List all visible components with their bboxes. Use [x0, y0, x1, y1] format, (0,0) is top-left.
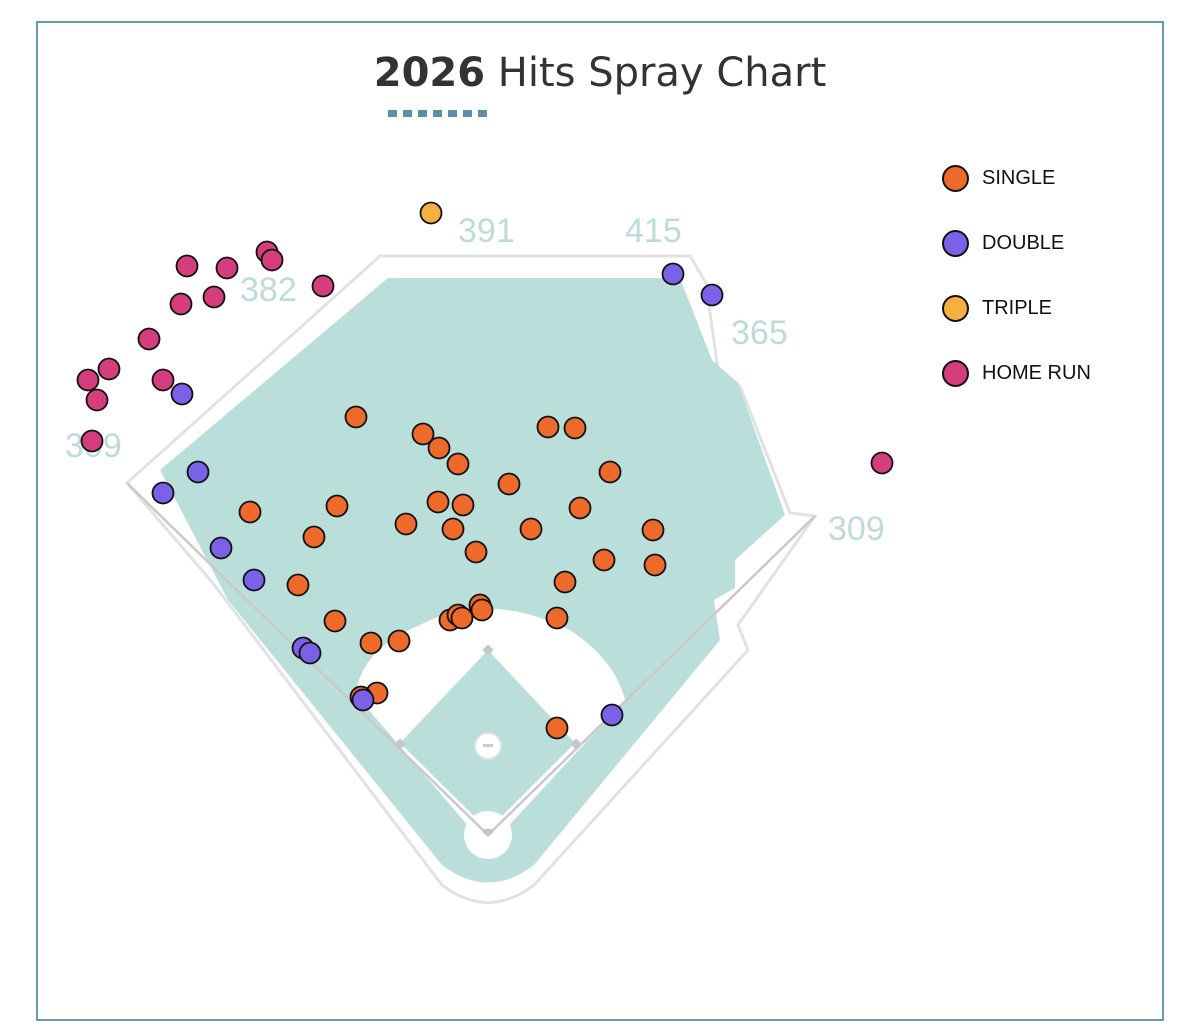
hit-point-double — [700, 283, 724, 307]
hit-point-single — [325, 494, 349, 518]
hit-point-single — [553, 570, 577, 594]
legend-dot-double — [942, 230, 969, 257]
hit-point-single — [592, 548, 616, 572]
wall-label-rcf: 415 — [625, 212, 682, 250]
hit-point-single — [323, 609, 347, 633]
third-base — [394, 738, 406, 750]
outfield-grass — [160, 278, 785, 883]
legend-label-single: SINGLE — [982, 167, 1056, 189]
hit-point-single — [643, 553, 667, 577]
legend-dot-triple — [942, 295, 969, 322]
hit-point-single — [536, 415, 560, 439]
hit-point-single — [497, 472, 521, 496]
legend-item-home-run: HOME RUN — [942, 341, 1091, 406]
hit-point-single — [387, 629, 411, 653]
legend-label-home-run: HOME RUN — [982, 362, 1091, 384]
hit-point-single — [545, 716, 569, 740]
hit-point-single — [451, 493, 475, 517]
wall-label-lcf: 382 — [240, 271, 297, 309]
hit-point-double — [298, 641, 322, 665]
hit-point-home-run — [85, 388, 109, 412]
hit-point-single — [427, 436, 451, 460]
title-year: 2026 — [373, 50, 486, 96]
hit-point-home-run — [202, 285, 226, 309]
legend-item-triple: TRIPLE — [942, 276, 1091, 341]
title-underline — [388, 110, 488, 118]
hit-point-home-run — [169, 292, 193, 316]
legend-item-double: DOUBLE — [942, 211, 1091, 276]
hit-point-single — [598, 460, 622, 484]
hit-point-single — [545, 606, 569, 630]
hit-point-double — [242, 568, 266, 592]
legend-dot-home-run — [942, 360, 969, 387]
hit-point-single — [394, 512, 418, 536]
legend-label-triple: TRIPLE — [982, 297, 1053, 319]
legend-item-single: SINGLE — [942, 146, 1091, 211]
hit-point-home-run — [215, 256, 239, 280]
hit-point-home-run — [80, 429, 104, 453]
hit-point-home-run — [76, 368, 100, 392]
hit-point-single — [426, 490, 450, 514]
hit-point-single — [450, 606, 474, 630]
chart-title: 2026 Hits Spray Chart — [0, 50, 1200, 96]
hit-point-double — [351, 688, 375, 712]
hit-point-single — [411, 422, 435, 446]
legend-dot-single — [942, 165, 969, 192]
hit-point-single — [464, 540, 488, 564]
wall-label-rf: 309 — [828, 510, 885, 548]
hit-point-single — [344, 405, 368, 429]
hit-point-home-run — [97, 357, 121, 381]
right-foul-line — [487, 515, 816, 836]
hit-point-single — [641, 518, 665, 542]
wall-label-rc: 365 — [731, 314, 788, 352]
home-plate — [483, 829, 493, 837]
hit-point-single — [446, 452, 470, 476]
hit-point-home-run — [137, 327, 161, 351]
hit-point-double — [600, 703, 624, 727]
hit-point-double — [661, 262, 685, 286]
hit-point-single — [302, 525, 326, 549]
hit-point-single — [359, 631, 383, 655]
hit-point-single — [470, 598, 494, 622]
hit-point-home-run — [151, 368, 175, 392]
hit-point-home-run — [175, 254, 199, 278]
hit-point-triple — [419, 201, 443, 225]
hit-point-single — [519, 517, 543, 541]
hit-point-double — [151, 481, 175, 505]
hit-point-single — [441, 517, 465, 541]
hit-point-single — [568, 496, 592, 520]
first-base — [570, 738, 582, 750]
hit-point-double — [209, 536, 233, 560]
legend: SINGLE DOUBLE TRIPLE HOME RUN — [942, 146, 1091, 406]
wall-label-cf: 391 — [458, 212, 515, 250]
legend-label-double: DOUBLE — [982, 232, 1065, 254]
hit-point-single — [286, 573, 310, 597]
second-base — [482, 644, 494, 656]
title-text: Hits Spray Chart — [485, 50, 827, 96]
hit-point-home-run — [870, 451, 894, 475]
hit-point-double — [186, 460, 210, 484]
hit-point-single — [563, 416, 587, 440]
hit-point-double — [170, 382, 194, 406]
hit-point-single — [238, 500, 262, 524]
hit-point-home-run — [260, 248, 284, 272]
hit-point-home-run — [311, 274, 335, 298]
spray-chart: 309 382 391 415 365 309 — [65, 201, 894, 904]
hit-points — [76, 201, 894, 740]
